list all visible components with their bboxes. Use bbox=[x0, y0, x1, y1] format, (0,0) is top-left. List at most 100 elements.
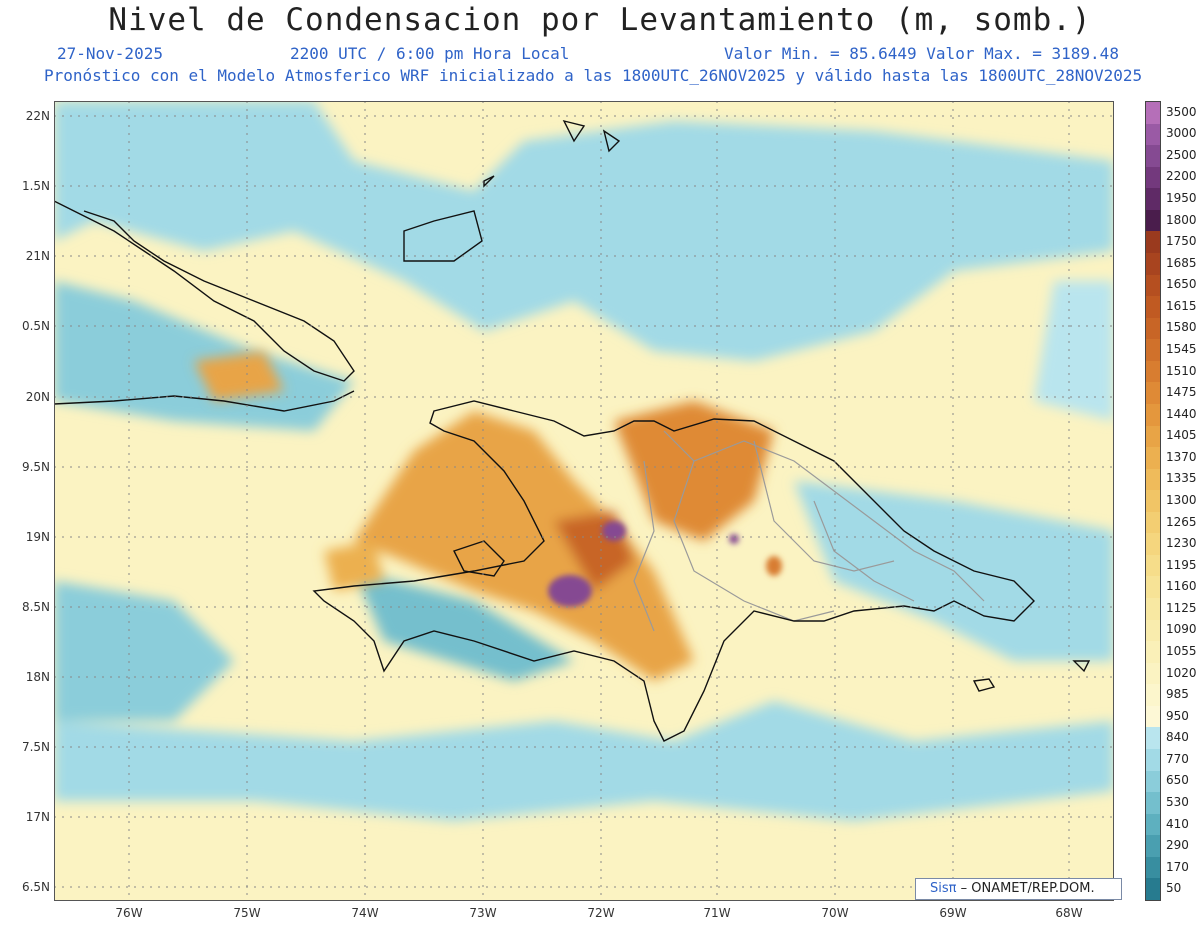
colorbar-label: 170 bbox=[1166, 859, 1189, 874]
colorbar-swatch bbox=[1146, 576, 1160, 599]
colorbar-label: 1055 bbox=[1166, 643, 1197, 658]
lcl-map bbox=[54, 101, 1114, 901]
colorbar-label: 1300 bbox=[1166, 493, 1197, 507]
lon-label: 68W bbox=[1055, 906, 1083, 920]
colorbar-swatch bbox=[1146, 662, 1160, 685]
lat-label: 17N bbox=[25, 810, 50, 824]
colorbar-label: 1440 bbox=[1166, 406, 1197, 421]
colorbar-swatch bbox=[1146, 554, 1160, 577]
colorbar-label: 2500 bbox=[1166, 147, 1197, 162]
page-title: Nivel de Condensacion por Levantamiento … bbox=[108, 2, 1092, 38]
colorbar-label: 50 bbox=[1166, 881, 1182, 896]
map-panel bbox=[54, 101, 1114, 901]
lat-label: 8.5N bbox=[21, 600, 50, 614]
colorbar-swatch bbox=[1146, 878, 1160, 901]
colorbar-label: 840 bbox=[1166, 730, 1189, 745]
lat-label: 20N bbox=[25, 390, 50, 404]
colorbar-swatch bbox=[1146, 813, 1160, 836]
colorbar bbox=[1145, 101, 1161, 901]
lon-label: 69W bbox=[939, 906, 967, 920]
colorbar-swatch bbox=[1146, 296, 1160, 319]
lon-label: 74W bbox=[351, 906, 379, 920]
colorbar-swatch bbox=[1146, 252, 1160, 276]
purple-cores bbox=[548, 521, 782, 607]
colorbar-swatch bbox=[1146, 317, 1160, 340]
colorbar-swatch bbox=[1146, 166, 1160, 189]
colorbar-label: 1265 bbox=[1166, 514, 1197, 529]
colorbar-swatch bbox=[1146, 641, 1160, 664]
sispi-logo-text: Sisπ bbox=[930, 881, 957, 896]
colorbar-swatch bbox=[1146, 382, 1160, 405]
colorbar-label: 1475 bbox=[1166, 385, 1197, 400]
colorbar-swatch bbox=[1146, 511, 1160, 534]
colorbar-label: 1160 bbox=[1166, 579, 1197, 594]
colorbar-label: 3000 bbox=[1166, 126, 1197, 141]
colorbar-swatch bbox=[1146, 749, 1160, 772]
lon-label: 70W bbox=[821, 906, 849, 920]
lat-label: 0.5N bbox=[21, 319, 50, 333]
min-max-values: Valor Min. = 85.6449 Valor Max. = 3189.4… bbox=[724, 44, 1119, 63]
colorbar-swatch bbox=[1146, 231, 1160, 254]
credit-text: – ONAMET/REP.DOM. bbox=[956, 881, 1095, 896]
colorbar-label: 1370 bbox=[1166, 449, 1197, 464]
coastlines bbox=[54, 119, 1091, 742]
colorbar-label: 1230 bbox=[1166, 536, 1197, 551]
colorbar-swatch bbox=[1146, 468, 1160, 491]
lat-label: 22N bbox=[25, 109, 50, 123]
colorbar-label: 770 bbox=[1166, 751, 1189, 766]
orange-field bbox=[194, 351, 774, 681]
colorbar-label: 410 bbox=[1166, 816, 1189, 831]
colorbar-label: 1650 bbox=[1166, 277, 1197, 292]
colorbar-swatch bbox=[1146, 145, 1160, 168]
colorbar-label: 1125 bbox=[1166, 600, 1197, 615]
colorbar-label: 650 bbox=[1166, 773, 1189, 788]
colorbar-swatch bbox=[1146, 188, 1160, 211]
colorbar-swatch bbox=[1146, 123, 1160, 146]
colorbar-swatch bbox=[1146, 792, 1160, 815]
colorbar-label: 3500 bbox=[1166, 104, 1197, 119]
lon-label: 75W bbox=[233, 906, 261, 920]
lat-label: 1.5N bbox=[21, 179, 50, 193]
map-frame bbox=[54, 101, 1114, 901]
colorbar-swatch bbox=[1146, 684, 1160, 707]
colorbar-label: 1405 bbox=[1166, 428, 1197, 443]
lat-label: 19N bbox=[25, 530, 50, 544]
lat-label: 7.5N bbox=[21, 740, 50, 754]
graticule bbox=[54, 101, 1114, 901]
credit-box: Sisπ – ONAMET/REP.DOM. bbox=[915, 878, 1122, 900]
forecast-time: 2200 UTC / 6:00 pm Hora Local bbox=[290, 44, 570, 63]
lat-label: 6.5N bbox=[21, 880, 50, 894]
colorbar-swatch bbox=[1146, 770, 1160, 793]
lat-label: 18N bbox=[25, 670, 50, 684]
lat-label: 9.5N bbox=[21, 460, 50, 474]
colorbar-swatch bbox=[1146, 490, 1160, 513]
colorbar-swatch bbox=[1146, 705, 1160, 728]
lon-label: 76W bbox=[115, 906, 143, 920]
colorbar-label: 1090 bbox=[1166, 622, 1197, 637]
colorbar-label: 1510 bbox=[1166, 363, 1197, 378]
colorbar-label: 950 bbox=[1166, 708, 1189, 723]
forecast-date: 27-Nov-2025 bbox=[57, 44, 163, 63]
colorbar-swatch bbox=[1146, 447, 1160, 470]
colorbar-swatch bbox=[1146, 835, 1160, 858]
colorbar-label: 1615 bbox=[1166, 298, 1197, 313]
colorbar-label: 1335 bbox=[1166, 471, 1197, 486]
lon-label: 72W bbox=[587, 906, 615, 920]
colorbar-swatch bbox=[1146, 619, 1160, 642]
lon-label: 73W bbox=[469, 906, 497, 920]
cyan-field bbox=[54, 101, 1114, 821]
colorbar-label: 2200 bbox=[1166, 169, 1197, 184]
colorbar-label: 1750 bbox=[1166, 234, 1197, 249]
colorbar-label: 1950 bbox=[1166, 191, 1197, 206]
lat-label: 21N bbox=[25, 249, 50, 263]
colorbar-swatch bbox=[1146, 209, 1160, 232]
colorbar-label: 530 bbox=[1166, 794, 1189, 809]
lon-label: 71W bbox=[703, 906, 731, 920]
colorbar-label: 1020 bbox=[1166, 665, 1197, 680]
forecast-description: Pronóstico con el Modelo Atmosferico WRF… bbox=[44, 66, 1143, 85]
colorbar-label: 1545 bbox=[1166, 342, 1197, 357]
colorbar-swatch bbox=[1146, 533, 1160, 556]
colorbar-label: 1195 bbox=[1166, 557, 1197, 572]
colorbar-swatch bbox=[1146, 360, 1160, 383]
province-boundaries bbox=[633, 430, 985, 632]
